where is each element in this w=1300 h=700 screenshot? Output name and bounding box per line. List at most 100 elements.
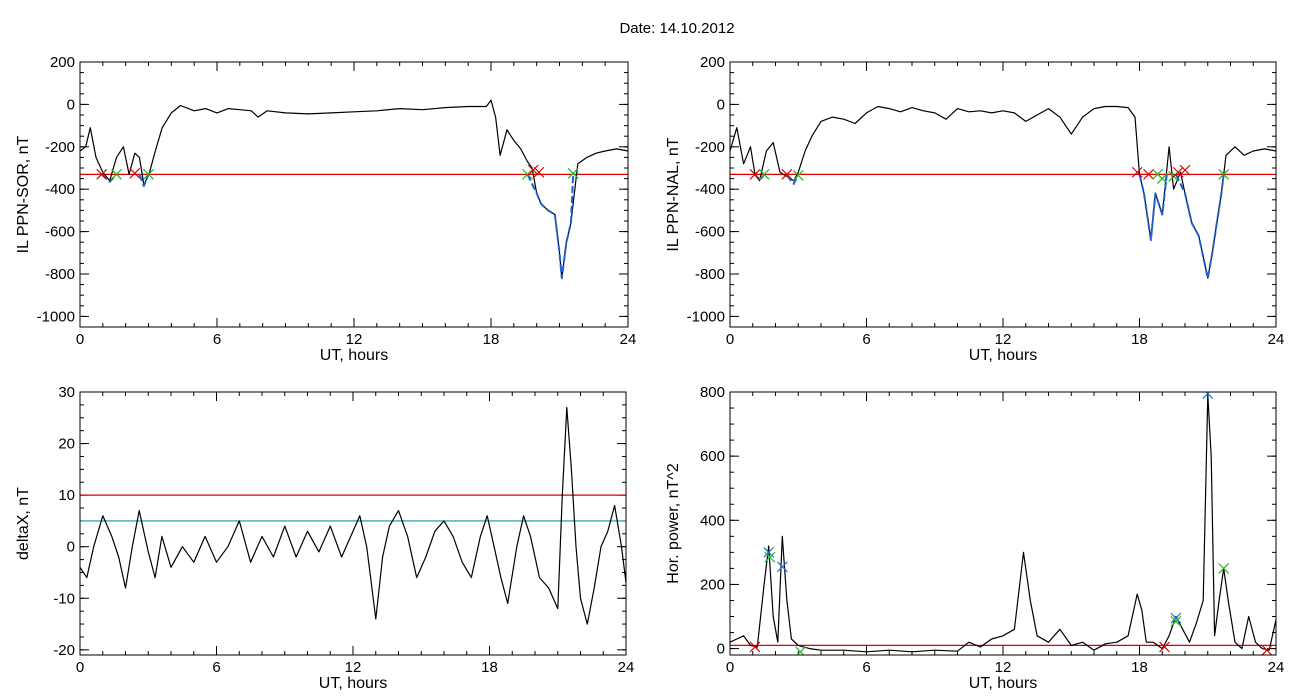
marker-stroke bbox=[796, 646, 806, 655]
marker-stroke bbox=[758, 168, 770, 180]
plot-area bbox=[80, 99, 628, 280]
marker-x bbox=[1170, 612, 1182, 624]
x-axis-title: UT, hours bbox=[969, 347, 1037, 364]
x-tick-label: 0 bbox=[76, 331, 84, 348]
marker-stroke bbox=[533, 166, 545, 178]
y-tick-label: 0 bbox=[67, 539, 75, 556]
marker-x bbox=[111, 168, 122, 180]
marker-x bbox=[758, 168, 770, 180]
highlight-segment bbox=[786, 173, 800, 185]
series-line bbox=[730, 105, 1276, 279]
marker-x bbox=[96, 168, 108, 180]
marker-x bbox=[1156, 173, 1168, 185]
marker-stroke bbox=[1170, 615, 1182, 627]
highlight-segment bbox=[526, 173, 575, 280]
y-tick-label: 600 bbox=[700, 448, 725, 465]
marker-x bbox=[1170, 615, 1182, 627]
y-tick-label: -1000 bbox=[687, 308, 725, 325]
marker-x bbox=[1179, 164, 1191, 176]
marker-x bbox=[1172, 166, 1184, 178]
marker-stroke bbox=[1172, 166, 1184, 178]
series-line bbox=[80, 406, 626, 625]
marker-stroke bbox=[763, 546, 775, 558]
y-tick-label: 800 bbox=[700, 384, 725, 401]
chart-panel-p3: 0 6 12 18 24 30 20 10 0 -10 -20 UT, hours deltaX, nT bbox=[15, 384, 634, 692]
x-tick-label: 0 bbox=[726, 659, 734, 676]
y-tick-label: -400 bbox=[695, 181, 725, 198]
marker-stroke bbox=[143, 168, 154, 180]
plot-frame bbox=[79, 61, 629, 328]
x-axis-title: UT, hours bbox=[969, 675, 1037, 692]
marker-stroke bbox=[527, 164, 539, 176]
y-axis-title: deltaX, nT bbox=[15, 487, 32, 560]
marker-stroke bbox=[792, 169, 804, 181]
marker-x bbox=[143, 168, 154, 180]
marker-stroke bbox=[96, 168, 108, 180]
marker-stroke bbox=[1218, 168, 1230, 180]
x-tick-label: 18 bbox=[1131, 331, 1148, 348]
x-tick-label: 24 bbox=[1268, 331, 1285, 348]
chart-panel-p1: 0 6 12 18 24 200 0 -200 -400 -600 -800 -1000 UT, hou… bbox=[15, 54, 636, 364]
y-tick-label: -400 bbox=[45, 181, 75, 198]
y-tick-label: -10 bbox=[53, 590, 75, 607]
marker-x bbox=[792, 169, 804, 181]
y-tick-label: -600 bbox=[45, 224, 75, 241]
y-tick-label: 0 bbox=[67, 96, 75, 113]
y-tick-label: -600 bbox=[695, 224, 725, 241]
plot-frame bbox=[79, 391, 627, 656]
marker-x bbox=[567, 167, 579, 179]
marker-x bbox=[764, 551, 776, 563]
marker-x bbox=[1143, 168, 1155, 180]
x-tick-label: 18 bbox=[483, 331, 500, 348]
marker-stroke bbox=[781, 168, 793, 180]
x-tick-label: 18 bbox=[481, 659, 498, 676]
y-tick-label: -200 bbox=[45, 139, 75, 156]
highlight-segment bbox=[138, 174, 150, 187]
y-tick-label: -200 bbox=[695, 139, 725, 156]
y-tick-label: 30 bbox=[58, 384, 75, 401]
marker-x bbox=[527, 164, 539, 176]
chart-panel-p4: 0 6 12 18 24 800 600 400 200 0 UT, hours Hor. power… bbox=[665, 384, 1284, 692]
marker-x bbox=[1261, 644, 1273, 655]
marker-stroke bbox=[1131, 166, 1143, 178]
marker-x bbox=[795, 646, 806, 655]
marker-stroke bbox=[567, 167, 579, 179]
marker-x bbox=[533, 166, 545, 178]
y-tick-label: 20 bbox=[58, 436, 75, 453]
x-tick-label: 6 bbox=[212, 659, 220, 676]
x-tick-label: 6 bbox=[213, 331, 221, 348]
x-tick-label: 12 bbox=[995, 659, 1012, 676]
marker-x bbox=[1159, 641, 1170, 653]
highlight-segment bbox=[1138, 174, 1168, 242]
x-tick-label: 12 bbox=[995, 331, 1012, 348]
plot-area bbox=[730, 105, 1276, 280]
marker-stroke bbox=[1159, 641, 1170, 653]
marker-stroke bbox=[1179, 164, 1191, 176]
plot-frame bbox=[729, 391, 1277, 656]
marker-stroke bbox=[129, 167, 141, 179]
plot-frame bbox=[729, 61, 1277, 328]
y-tick-label: 10 bbox=[58, 487, 75, 504]
x-tick-label: 12 bbox=[346, 331, 363, 348]
marker-stroke bbox=[522, 168, 533, 180]
y-tick-label: 200 bbox=[700, 576, 725, 593]
y-tick-label: -800 bbox=[695, 266, 725, 283]
y-tick-label: 0 bbox=[717, 96, 725, 113]
x-tick-label: 24 bbox=[620, 331, 637, 348]
highlight-segment bbox=[1174, 173, 1225, 280]
x-tick-label: 6 bbox=[862, 331, 870, 348]
marker-x bbox=[1202, 392, 1214, 400]
marker-stroke bbox=[776, 561, 788, 573]
y-tick-label: -800 bbox=[45, 266, 75, 283]
x-axis-title: UT, hours bbox=[319, 675, 387, 692]
x-tick-label: 6 bbox=[862, 659, 870, 676]
y-tick-label: 200 bbox=[50, 54, 75, 71]
marker-stroke bbox=[1156, 173, 1168, 185]
marker-stroke bbox=[749, 168, 761, 180]
y-axis-title: IL PPN-SOR, nT bbox=[15, 135, 32, 253]
series-line bbox=[730, 394, 1276, 653]
figure-title: Date: 14.10.2012 bbox=[619, 20, 734, 37]
plot-area bbox=[80, 406, 626, 625]
y-axis-title: Hor. power, nT^2 bbox=[665, 463, 682, 584]
